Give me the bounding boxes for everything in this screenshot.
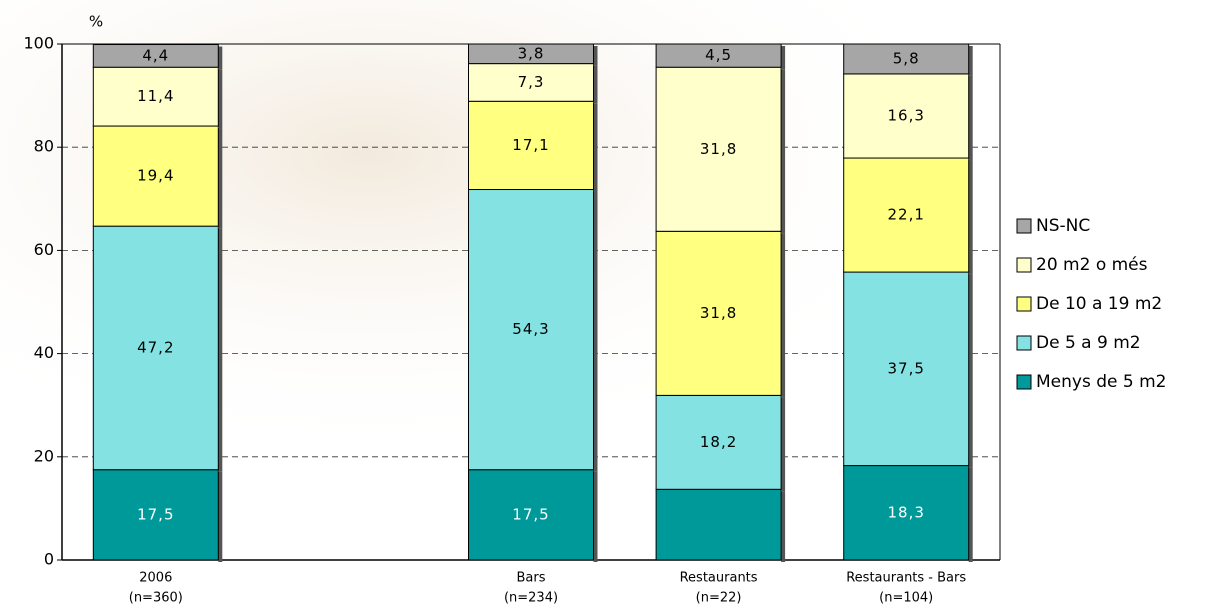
y-tick-label: 80 <box>34 137 54 156</box>
legend-swatch <box>1016 374 1032 390</box>
bar-shadow <box>593 46 598 66</box>
data-label: 3,8 <box>518 44 545 62</box>
bar-segment <box>655 488 782 561</box>
data-label: 4,5 <box>705 46 732 64</box>
bar-shadow <box>593 65 598 104</box>
x-tick-label: Restaurants <box>680 571 758 586</box>
bar-segment <box>92 125 219 227</box>
data-label: 17,5 <box>137 505 174 523</box>
bar-shadow <box>781 233 786 398</box>
bar-segment <box>92 44 219 68</box>
data-label: 19,4 <box>137 167 174 185</box>
bar-shadow <box>781 491 786 562</box>
bar-segment <box>843 73 970 159</box>
bar-segment <box>843 465 970 561</box>
bar-shadow <box>781 397 786 492</box>
bar-shadow <box>781 46 786 70</box>
bar-shadow <box>593 103 598 192</box>
data-label: 31,8 <box>700 304 737 322</box>
data-label: 16,3 <box>887 106 924 124</box>
x-tick-label: 2006 <box>139 571 172 586</box>
y-tick-label: 40 <box>34 343 54 362</box>
legend-swatch <box>1016 257 1032 273</box>
bar-segment <box>92 225 219 471</box>
bar-shadow <box>968 274 973 468</box>
data-label: 5,8 <box>893 49 920 67</box>
bar-shadow <box>968 75 973 161</box>
bar-shadow <box>218 128 223 229</box>
bar-segment <box>843 43 970 75</box>
data-label: 17,1 <box>512 136 549 154</box>
data-label: 17,5 <box>512 505 549 523</box>
bar-shadow <box>968 160 973 275</box>
bar-shadow <box>968 467 973 562</box>
bar-segment <box>468 43 594 65</box>
y-axis-label: % <box>89 13 103 31</box>
bar-shadow <box>593 191 598 472</box>
bar-shadow <box>781 69 786 234</box>
x-tick-label: (n=104) <box>879 591 933 606</box>
data-label: 47,2 <box>137 338 174 356</box>
bar-segment <box>655 230 782 396</box>
bar-shadow <box>593 471 598 562</box>
bar-segment <box>92 469 219 561</box>
y-tick-label: 60 <box>34 240 54 259</box>
legend-label: De 5 a 9 m2 <box>1036 333 1141 353</box>
legend-label: NS-NC <box>1036 216 1090 236</box>
data-label: 7,3 <box>518 73 545 91</box>
legend-swatch <box>1016 296 1032 312</box>
data-label: 4,4 <box>142 46 169 64</box>
bar-segment <box>655 43 782 68</box>
x-tick-label: (n=234) <box>504 591 558 606</box>
data-label: 18,2 <box>700 433 737 451</box>
data-label: 31,8 <box>700 140 737 158</box>
x-tick-label: (n=360) <box>129 591 183 606</box>
x-tick-label: Bars <box>516 571 545 586</box>
x-tick-label: (n=22) <box>696 591 742 606</box>
data-label: 54,3 <box>512 320 549 338</box>
data-label: 37,5 <box>887 359 924 377</box>
legend-label: De 10 a 19 m2 <box>1036 294 1162 314</box>
x-tick-label: Restaurants - Bars <box>846 571 966 586</box>
legend-swatch <box>1016 335 1032 351</box>
data-label: 11,4 <box>137 87 174 105</box>
y-tick-label: 0 <box>44 550 54 569</box>
bar-segment <box>843 271 970 467</box>
bar-segment <box>468 469 594 561</box>
y-tick-label: 20 <box>34 446 54 465</box>
data-label: 22,1 <box>887 206 924 224</box>
bar-shadow <box>968 46 973 76</box>
bar-segment <box>92 66 219 127</box>
legend-label: 20 m2 o més <box>1036 255 1148 275</box>
y-tick-label: 100 <box>23 34 54 53</box>
legend-swatch <box>1016 218 1032 234</box>
bar-segment <box>655 394 782 490</box>
bar-segment <box>468 189 594 471</box>
bar-segment <box>655 66 782 232</box>
bar-shadow <box>218 69 223 129</box>
bar-shadow <box>218 228 223 472</box>
legend-label: Menys de 5 m2 <box>1036 372 1166 392</box>
bar-shadow <box>218 471 223 562</box>
bar-segment <box>468 63 594 102</box>
bar-shadow <box>218 46 223 70</box>
bar-segment <box>468 100 594 191</box>
data-label: 18,3 <box>887 503 924 521</box>
